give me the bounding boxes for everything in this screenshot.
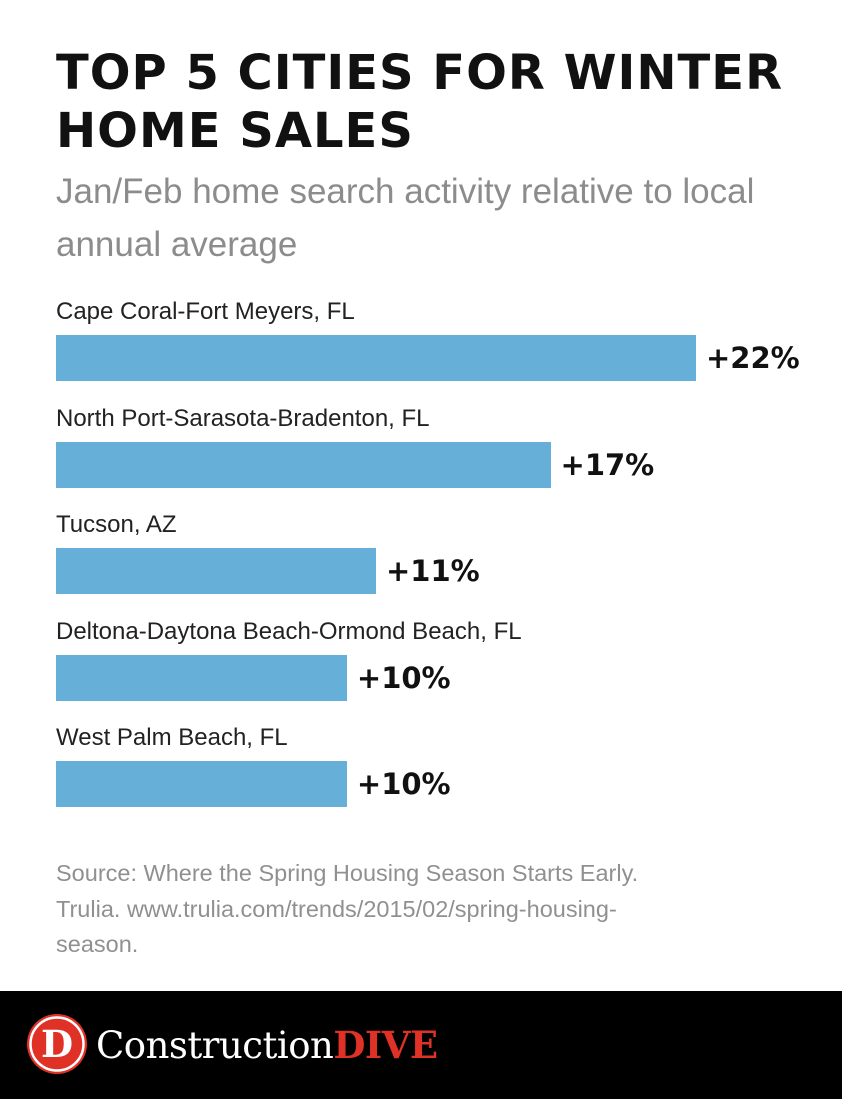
- value-label: +10%: [356, 660, 451, 695]
- bar: [56, 654, 347, 701]
- chart-subtitle: Jan/Feb home search activity relative to…: [56, 172, 755, 264]
- category-label: Deltona-Daytona Beach-Ormond Beach, FL: [56, 617, 522, 645]
- brand-word-construction: Construction: [96, 1024, 334, 1067]
- source-line: Source: Where the Spring Housing Season …: [56, 860, 639, 886]
- brand-word-dive: DIVE: [333, 1023, 438, 1067]
- bar: [56, 761, 347, 807]
- bar: [56, 548, 376, 594]
- value-label: +22%: [706, 341, 800, 375]
- category-label: North Port-Sarasota-Bradenton, FL: [56, 404, 430, 432]
- bar-chart: Cape Coral-Fort Meyers, FL +22% North Port…: [0, 295, 842, 815]
- bar: [56, 335, 696, 381]
- chart-title: TOP 5 CITIES FOR WINTER HOME SALES: [56, 45, 784, 159]
- category-label: Cape Coral-Fort Meyers, FL: [56, 298, 355, 325]
- value-label: +11%: [386, 554, 480, 588]
- value-label: +10%: [356, 767, 451, 801]
- construction-dive-logo-icon: D: [27, 1014, 87, 1074]
- source-line: Trulia. www.trulia.com/trends/2015/02/sp…: [56, 895, 617, 922]
- value-label: +17%: [560, 447, 655, 482]
- brand-wordmark[interactable]: ConstructionDIVE: [96, 1022, 438, 1068]
- source-line: season.: [56, 931, 139, 957]
- logo-letter: D: [41, 1022, 73, 1066]
- category-label: West Palm Beach, FL: [56, 724, 288, 751]
- source-note: Source: Where the Spring Housing Season …: [56, 856, 756, 963]
- bar: [56, 441, 551, 488]
- footer-bar: D ConstructionDIVE: [0, 991, 842, 1099]
- category-label: Tucson, AZ: [56, 511, 177, 538]
